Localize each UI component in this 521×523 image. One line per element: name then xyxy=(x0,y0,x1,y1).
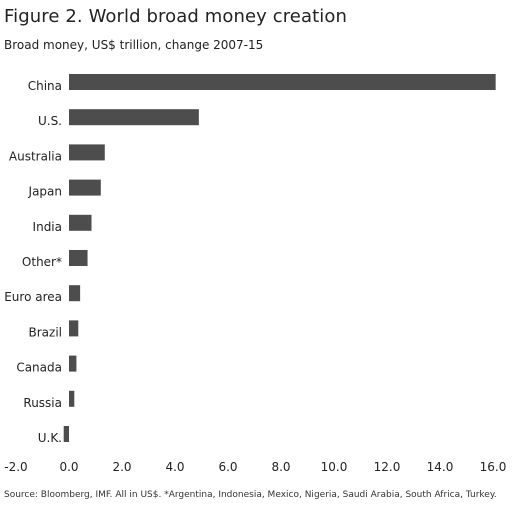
category-label: Canada xyxy=(16,361,62,375)
bar xyxy=(69,74,496,90)
x-tick-label: 4.0 xyxy=(165,460,184,474)
bar xyxy=(69,144,105,161)
bar xyxy=(69,320,79,337)
bar xyxy=(69,109,199,126)
bar xyxy=(63,426,69,442)
x-tick-label: 0.0 xyxy=(59,460,78,474)
category-label: China xyxy=(28,79,62,93)
x-tick-label: -2.0 xyxy=(4,460,27,474)
category-label: Russia xyxy=(23,396,62,410)
x-tick-label: 10.0 xyxy=(321,460,348,474)
category-label: Japan xyxy=(28,185,62,199)
bar xyxy=(69,214,92,231)
category-label: India xyxy=(33,220,62,234)
bar xyxy=(69,390,75,407)
x-tick-label: 16.0 xyxy=(480,460,507,474)
category-label: U.K. xyxy=(38,431,62,445)
bar xyxy=(69,179,101,196)
bar xyxy=(69,285,81,302)
category-label: U.S. xyxy=(38,114,62,128)
category-label: Australia xyxy=(9,149,62,163)
category-label: Brazil xyxy=(29,325,63,339)
x-tick-label: 6.0 xyxy=(218,460,237,474)
x-tick-label: 14.0 xyxy=(427,460,454,474)
category-label: Euro area xyxy=(4,290,62,304)
x-tick-label: 8.0 xyxy=(271,460,290,474)
source-note: Source: Bloomberg, IMF. All in US$. *Arg… xyxy=(4,490,497,500)
chart-subtitle: Broad money, US$ trillion, change 2007-1… xyxy=(4,38,264,52)
x-tick-label: 2.0 xyxy=(112,460,131,474)
bar xyxy=(69,250,88,266)
x-tick-label: 12.0 xyxy=(374,460,401,474)
chart-title: Figure 2. World broad money creation xyxy=(4,6,347,27)
category-label: Other* xyxy=(22,255,62,269)
bar xyxy=(69,355,77,372)
